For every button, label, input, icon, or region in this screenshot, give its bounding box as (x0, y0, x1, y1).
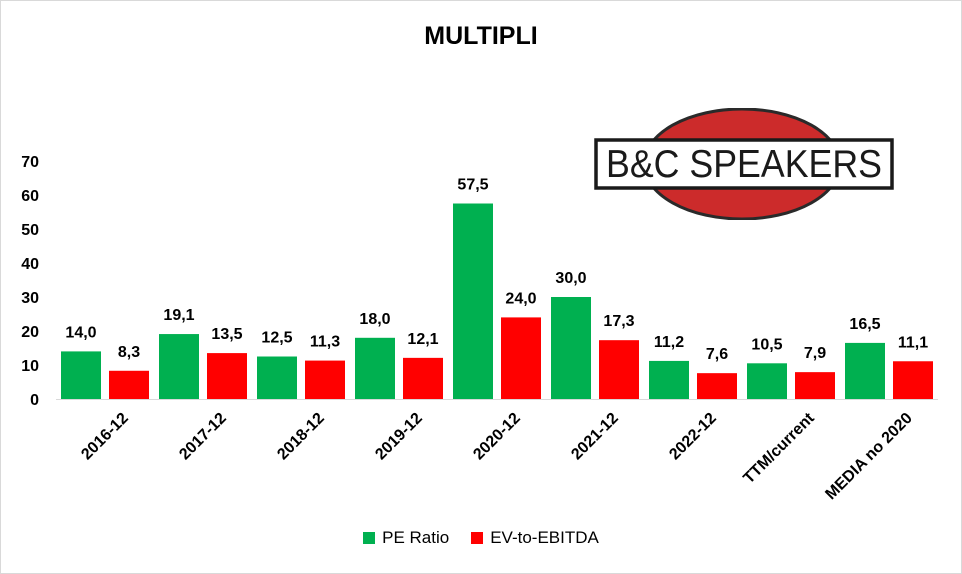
bar-pe-ratio (845, 342, 885, 399)
bar-ev-to-ebitda (599, 340, 639, 399)
x-tick-label: 2017-12 (176, 410, 230, 464)
bar-pe-ratio (649, 360, 689, 399)
data-label: 17,3 (603, 313, 634, 330)
x-tick-label: 2021-12 (568, 410, 622, 464)
chart-title: MULTIPLI (424, 22, 538, 50)
x-tick-label: 2016-12 (78, 410, 132, 464)
legend-label-pe: PE Ratio (382, 528, 450, 547)
y-tick-label: 70 (21, 154, 39, 171)
bar-pe-ratio (551, 297, 591, 399)
legend-swatch-pe (363, 532, 376, 544)
bar-ev-to-ebitda (207, 353, 247, 399)
data-label: 7,6 (706, 346, 728, 363)
bar-ev-to-ebitda (795, 372, 835, 399)
y-tick-label: 50 (21, 222, 39, 239)
data-label: 30,0 (555, 270, 586, 287)
data-label: 11,2 (654, 334, 684, 351)
y-tick-label: 0 (30, 392, 39, 409)
data-label: 16,5 (849, 316, 880, 333)
legend-item-ev: EV-to-EBITDA (471, 528, 599, 548)
x-tick-label: 2019-12 (372, 410, 426, 464)
y-tick-label: 30 (21, 290, 39, 307)
data-label: 57,5 (457, 177, 488, 194)
bar-pe-ratio (159, 334, 199, 399)
y-tick-label: 60 (21, 188, 39, 205)
data-label: 11,1 (898, 334, 928, 351)
x-tick-label: 2022-12 (666, 410, 720, 464)
data-label: 7,9 (804, 345, 826, 362)
y-tick-label: 20 (21, 324, 39, 341)
bar-ev-to-ebitda (697, 373, 737, 399)
legend: PE Ratio EV-to-EBITDA (0, 528, 962, 548)
x-tick-label: MEDIA no 2020 (822, 410, 915, 503)
x-tick-label: 2018-12 (274, 410, 328, 464)
bar-ev-to-ebitda (893, 361, 933, 399)
logo-text: B&C SPEAKERS (606, 143, 882, 186)
bar-pe-ratio (747, 363, 787, 399)
data-label: 10,5 (751, 336, 782, 353)
data-label: 19,1 (163, 307, 194, 324)
data-label: 11,3 (310, 334, 340, 351)
legend-swatch-ev (471, 532, 484, 544)
data-label: 8,3 (118, 344, 140, 361)
y-tick-label: 10 (21, 358, 39, 375)
legend-item-pe: PE Ratio (363, 528, 449, 548)
bar-pe-ratio (257, 356, 297, 399)
x-tick-label: 2020-12 (470, 410, 524, 464)
data-label: 13,5 (211, 326, 242, 343)
bar-pe-ratio (453, 203, 493, 399)
bar-pe-ratio (355, 337, 395, 399)
bar-pe-ratio (61, 351, 101, 399)
bar-ev-to-ebitda (501, 317, 541, 399)
data-label: 18,0 (359, 311, 390, 328)
data-label: 14,0 (65, 324, 96, 341)
x-tick-label: TTM/current (740, 409, 818, 487)
y-tick-label: 40 (21, 256, 39, 273)
data-label: 24,0 (505, 290, 536, 307)
data-label: 12,5 (261, 330, 292, 347)
legend-label-ev: EV-to-EBITDA (490, 528, 599, 547)
data-label: 12,1 (407, 331, 438, 348)
bar-ev-to-ebitda (109, 370, 149, 399)
bar-ev-to-ebitda (403, 357, 443, 399)
bar-ev-to-ebitda (305, 360, 345, 399)
bc-speakers-logo: B&C SPEAKERS (594, 108, 894, 220)
